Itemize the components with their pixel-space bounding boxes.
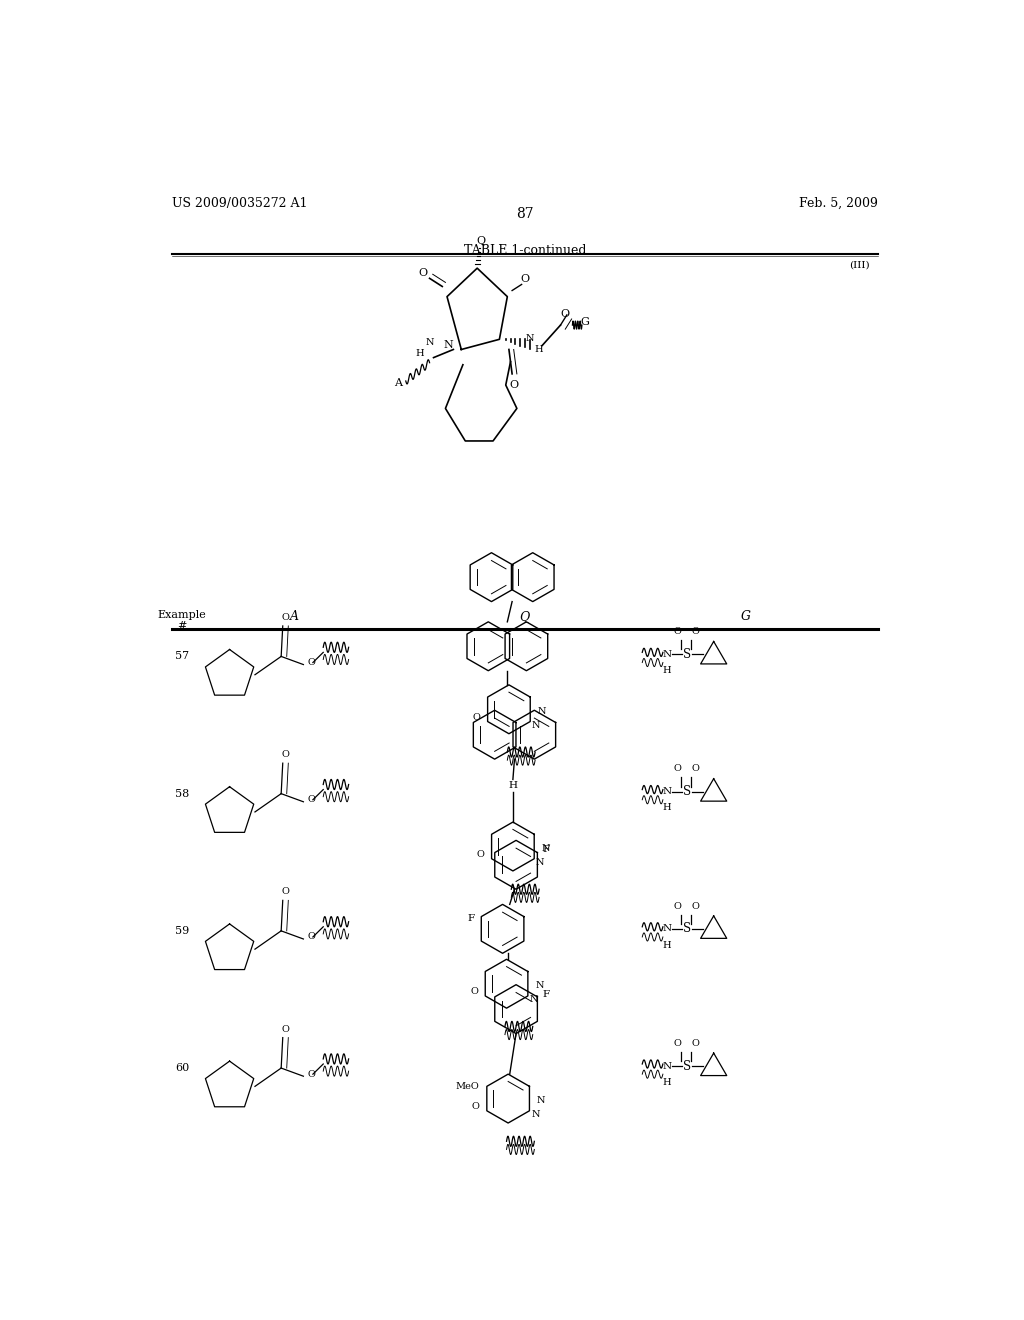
Text: O: O xyxy=(307,932,315,941)
Text: Q: Q xyxy=(476,236,485,246)
Text: N: N xyxy=(425,338,434,347)
Text: O: O xyxy=(673,764,681,774)
Text: F: F xyxy=(543,845,550,854)
Text: O: O xyxy=(673,1039,681,1048)
Text: O: O xyxy=(472,1102,479,1111)
Text: H: H xyxy=(508,781,517,789)
Text: O: O xyxy=(691,1039,699,1048)
Text: H: H xyxy=(663,804,671,812)
Text: O: O xyxy=(520,275,529,284)
Text: S: S xyxy=(683,923,691,936)
Text: N: N xyxy=(536,858,545,867)
Text: 58: 58 xyxy=(175,788,189,799)
Text: S: S xyxy=(683,648,691,661)
Text: TABLE 1-continued: TABLE 1-continued xyxy=(464,244,586,257)
Text: O: O xyxy=(419,268,428,279)
Text: O: O xyxy=(673,902,681,911)
Text: O: O xyxy=(307,1069,315,1078)
Text: US 2009/0035272 A1: US 2009/0035272 A1 xyxy=(172,197,307,210)
Text: O: O xyxy=(282,612,289,622)
Text: N: N xyxy=(443,341,454,350)
Text: 87: 87 xyxy=(516,207,534,222)
Text: O: O xyxy=(472,713,480,722)
Text: O: O xyxy=(470,987,478,997)
Text: G: G xyxy=(580,317,589,327)
Text: N: N xyxy=(525,334,534,343)
Text: O: O xyxy=(282,887,289,896)
Text: 57: 57 xyxy=(175,651,189,661)
Text: (III): (III) xyxy=(849,260,870,269)
Text: O: O xyxy=(476,850,484,859)
Text: H: H xyxy=(663,667,671,675)
Text: H: H xyxy=(535,345,543,354)
Text: N: N xyxy=(531,721,541,730)
Text: N: N xyxy=(663,1061,672,1071)
Text: N: N xyxy=(542,843,550,853)
Text: N: N xyxy=(537,1096,545,1105)
Text: S: S xyxy=(683,785,691,799)
Text: 60: 60 xyxy=(175,1063,189,1073)
Text: 59: 59 xyxy=(175,925,189,936)
Text: H: H xyxy=(416,348,424,358)
Text: N: N xyxy=(663,787,672,796)
Text: N: N xyxy=(663,649,672,659)
Text: N: N xyxy=(536,981,544,990)
Text: Q: Q xyxy=(519,610,530,623)
Text: Feb. 5, 2009: Feb. 5, 2009 xyxy=(799,197,878,210)
Text: N: N xyxy=(538,706,546,715)
Text: O: O xyxy=(673,627,681,636)
Text: H: H xyxy=(663,941,671,949)
Text: A: A xyxy=(394,378,401,388)
Text: O: O xyxy=(307,795,315,804)
Text: N: N xyxy=(531,1110,540,1119)
Text: S: S xyxy=(683,1060,691,1073)
Text: O: O xyxy=(282,1024,289,1034)
Text: O: O xyxy=(691,627,699,636)
Text: H: H xyxy=(663,1078,671,1086)
Text: N: N xyxy=(663,924,672,933)
Text: MeO: MeO xyxy=(456,1082,479,1090)
Text: A: A xyxy=(290,610,299,623)
Text: Example
#: Example # xyxy=(158,610,207,631)
Text: O: O xyxy=(509,380,518,389)
Text: O: O xyxy=(691,764,699,774)
Text: O: O xyxy=(282,750,289,759)
Text: N: N xyxy=(529,995,538,1005)
Text: F: F xyxy=(467,915,474,923)
Text: O: O xyxy=(307,659,315,667)
Text: O: O xyxy=(560,309,569,319)
Text: O: O xyxy=(691,902,699,911)
Text: F: F xyxy=(543,990,550,999)
Text: G: G xyxy=(740,610,751,623)
